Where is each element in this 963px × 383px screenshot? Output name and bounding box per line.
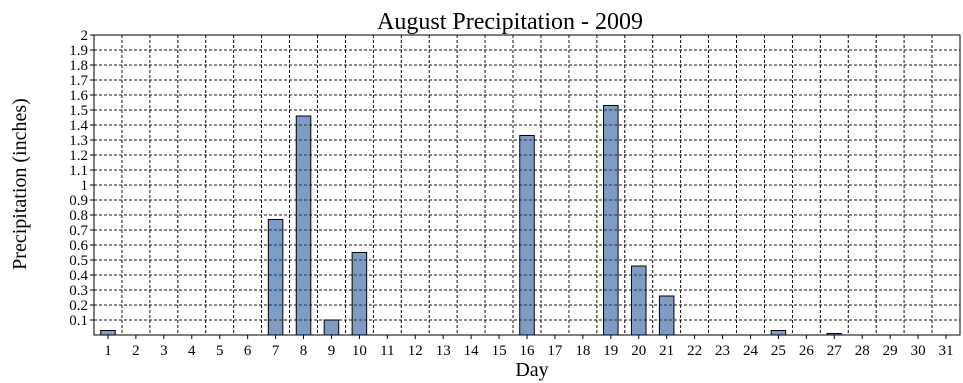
x-tick-label: 20 — [631, 343, 646, 359]
y-tick-label: 0.3 — [69, 283, 88, 299]
y-tick-label: 1.9 — [69, 43, 88, 59]
x-tick-label: 27 — [827, 343, 843, 359]
x-tick-label: 18 — [575, 343, 590, 359]
x-tick-label: 7 — [272, 343, 280, 359]
x-tick-label: 6 — [244, 343, 252, 359]
y-tick-label: 1.7 — [69, 73, 88, 89]
x-tick-label: 19 — [603, 343, 618, 359]
y-tick-label: 0.9 — [69, 193, 88, 209]
y-tick-label: 1.2 — [69, 148, 88, 164]
bar-day-21 — [658, 295, 675, 336]
x-tick-label: 8 — [300, 343, 308, 359]
y-tick-label: 1.8 — [69, 58, 88, 74]
x-tick-label: 24 — [743, 343, 759, 359]
x-tick-label: 16 — [520, 343, 536, 359]
x-tick-label: 10 — [352, 343, 367, 359]
x-tick-label: 25 — [771, 343, 786, 359]
bar-day-7 — [267, 219, 284, 336]
x-tick-label: 5 — [216, 343, 224, 359]
x-tick-label: 13 — [436, 343, 451, 359]
bar-day-20 — [630, 265, 647, 336]
x-tick-label: 23 — [715, 343, 730, 359]
y-tick-label: 1.5 — [69, 103, 88, 119]
x-tick-label: 2 — [132, 343, 140, 359]
x-tick-label: 26 — [799, 343, 815, 359]
x-tick-label: 15 — [492, 343, 507, 359]
x-tick-label: 21 — [659, 343, 674, 359]
chart-title: August Precipitation - 2009 — [377, 9, 643, 35]
y-tick-label: 1.4 — [69, 118, 88, 134]
x-tick-label: 28 — [855, 343, 870, 359]
y-tick-label: 0.8 — [69, 208, 88, 224]
x-tick-label: 29 — [883, 343, 898, 359]
x-tick-label: 12 — [408, 343, 423, 359]
y-tick-label: 1.1 — [69, 163, 88, 179]
x-tick-label: 1 — [104, 343, 112, 359]
x-tick-labels: 1 2 3 4 5 6 7 8 9 10 11 12 13 14 15 16 17 18 19 20 21 22 23 24 2… — [104, 335, 954, 359]
bars — [100, 105, 843, 336]
y-tick-label: 0.2 — [69, 298, 88, 314]
x-tick-label: 14 — [464, 343, 480, 359]
bar-day-1 — [100, 330, 116, 336]
y-tick-label: 0.5 — [69, 253, 88, 269]
x-axis-label: Day — [515, 359, 548, 381]
x-tick-label: 3 — [160, 343, 168, 359]
y-tick-label: 1.3 — [69, 133, 88, 149]
y-tick-label: 1 — [81, 178, 89, 194]
y-tick-labels: 0.10.20.30.40.50.60.70.80.911.11.21.31.4… — [69, 28, 94, 329]
y-tick-label: 1.6 — [69, 88, 88, 104]
x-tick-label: 30 — [911, 343, 926, 359]
y-tick-label: 2 — [81, 28, 89, 44]
bar-day-10 — [351, 252, 368, 336]
y-tick-label: 0.7 — [69, 223, 88, 239]
x-tick-label: 4 — [188, 343, 196, 359]
x-tick-label: 17 — [547, 343, 563, 359]
bar-day-9 — [323, 319, 340, 336]
x-tick-label: 22 — [687, 343, 702, 359]
x-tick-label: 11 — [380, 343, 394, 359]
y-axis-label: Precipitation (inches) — [9, 98, 31, 270]
y-tick-label: 0.4 — [69, 268, 88, 284]
x-tick-label: 9 — [328, 343, 336, 359]
bar-day-8 — [295, 115, 312, 336]
x-tick-label: 31 — [939, 343, 954, 359]
y-tick-label: 0.6 — [69, 238, 88, 254]
bar-day-25 — [770, 330, 787, 336]
grid-overlay — [94, 34, 960, 335]
y-tick-label: 0.1 — [69, 313, 88, 329]
